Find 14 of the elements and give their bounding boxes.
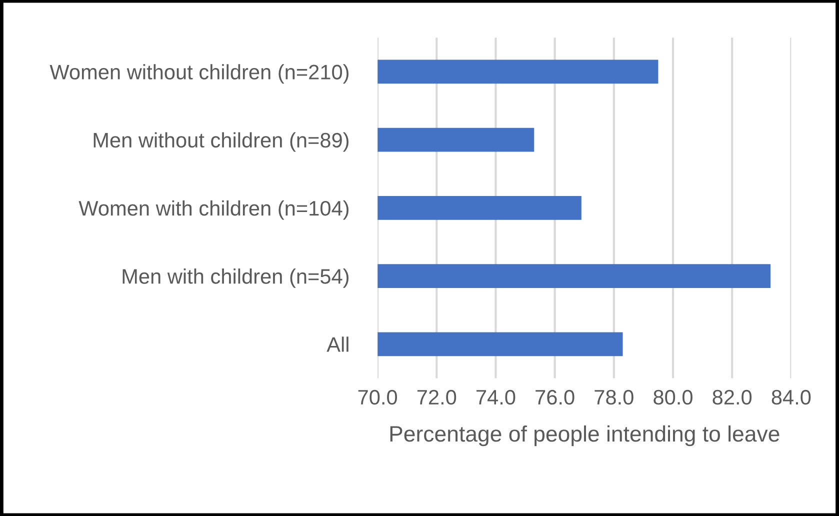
- y-tick-label: Women with children (n=104): [78, 200, 348, 220]
- x-tick-label: 78.0: [594, 390, 634, 405]
- x-tick-label: 80.0: [654, 390, 692, 405]
- x-tick-label: 74.0: [476, 390, 516, 405]
- x-axis-title: Percentage of people intending to leave: [390, 425, 780, 446]
- x-tick-label: 82.0: [712, 390, 752, 405]
- y-tick-label: Men without children (n=89): [94, 132, 348, 152]
- y-tick-label: Men with children (n=54): [122, 268, 348, 288]
- x-tick-label: 72.0: [417, 390, 456, 405]
- x-tick-label: 84.0: [772, 390, 811, 405]
- y-tick-label: All: [326, 336, 348, 352]
- x-tick-label: 70.0: [358, 390, 398, 405]
- x-tick-label: 76.0: [536, 390, 574, 405]
- y-tick-label: Women without children (n=210): [50, 64, 348, 84]
